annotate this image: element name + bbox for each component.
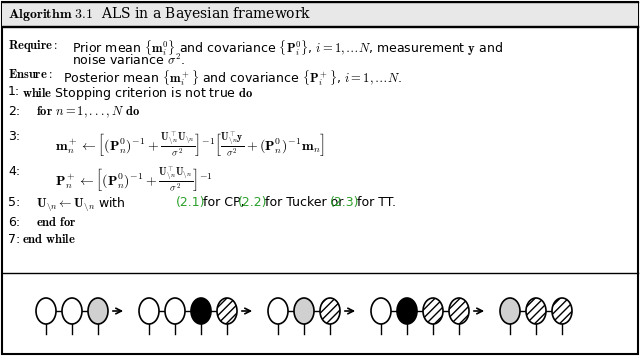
Ellipse shape bbox=[62, 298, 82, 324]
Ellipse shape bbox=[191, 298, 211, 324]
Ellipse shape bbox=[320, 298, 340, 324]
Text: Prior mean $\{\mathbf{m}_i^0\}$ and covariance $\{\mathbf{P}_i^0\}$, $i=1,\ldots: Prior mean $\{\mathbf{m}_i^0\}$ and cova… bbox=[72, 38, 503, 58]
Ellipse shape bbox=[165, 298, 185, 324]
Text: 5:: 5: bbox=[8, 196, 20, 209]
Bar bbox=[2, 2, 638, 26]
Ellipse shape bbox=[449, 298, 469, 324]
Text: 6:: 6: bbox=[8, 216, 20, 229]
Text: 2:: 2: bbox=[8, 105, 20, 118]
Text: 3:: 3: bbox=[8, 130, 20, 143]
Text: for CP,: for CP, bbox=[199, 196, 248, 209]
Text: 4:: 4: bbox=[8, 165, 20, 178]
Text: $\mathbf{Require:}$: $\mathbf{Require:}$ bbox=[8, 38, 58, 54]
Text: (2.3): (2.3) bbox=[330, 196, 360, 209]
Ellipse shape bbox=[294, 298, 314, 324]
Text: Posterior mean $\{\mathbf{m}_i^+\}$ and covariance $\{\mathbf{P}_i^+\}$, $i=1,\l: Posterior mean $\{\mathbf{m}_i^+\}$ and … bbox=[63, 68, 402, 88]
Text: $\mathbf{for}$ $n=1,...,N$ $\mathbf{do}$: $\mathbf{for}$ $n=1,...,N$ $\mathbf{do}$ bbox=[36, 105, 140, 120]
Ellipse shape bbox=[423, 298, 443, 324]
Text: $\mathbf{end\ for}$: $\mathbf{end\ for}$ bbox=[36, 216, 76, 229]
Text: for TT.: for TT. bbox=[353, 196, 396, 209]
Ellipse shape bbox=[500, 298, 520, 324]
Text: noise variance $\sigma^2$.: noise variance $\sigma^2$. bbox=[72, 53, 185, 68]
Ellipse shape bbox=[139, 298, 159, 324]
Text: $\mathbf{end\ while}$: $\mathbf{end\ while}$ bbox=[22, 233, 76, 246]
Text: $\mathbf{Algorithm\ 3.1}$  ALS in a Bayesian framework: $\mathbf{Algorithm\ 3.1}$ ALS in a Bayes… bbox=[8, 5, 312, 23]
Text: $\mathbf{m}_n^+ \leftarrow \left[(\mathbf{P}_n^0)^{-1} + \frac{\mathbf{U}_{\back: $\mathbf{m}_n^+ \leftarrow \left[(\mathb… bbox=[55, 130, 325, 159]
Text: $\mathbf{Ensure:}$: $\mathbf{Ensure:}$ bbox=[8, 68, 52, 81]
Ellipse shape bbox=[88, 298, 108, 324]
Text: $\mathbf{while}$ Stopping criterion is not true $\mathbf{do}$: $\mathbf{while}$ Stopping criterion is n… bbox=[22, 85, 253, 102]
Ellipse shape bbox=[371, 298, 391, 324]
Text: 7:: 7: bbox=[8, 233, 20, 246]
Text: 1:: 1: bbox=[8, 85, 20, 98]
Ellipse shape bbox=[36, 298, 56, 324]
Ellipse shape bbox=[552, 298, 572, 324]
Text: for Tucker or: for Tucker or bbox=[261, 196, 348, 209]
Text: $\mathbf{P}_n^+ \leftarrow \left[(\mathbf{P}_n^0)^{-1} + \frac{\mathbf{U}_{\back: $\mathbf{P}_n^+ \leftarrow \left[(\mathb… bbox=[55, 165, 213, 194]
Text: (2.1): (2.1) bbox=[176, 196, 205, 209]
Text: (2.2): (2.2) bbox=[238, 196, 268, 209]
Ellipse shape bbox=[217, 298, 237, 324]
Ellipse shape bbox=[268, 298, 288, 324]
Ellipse shape bbox=[397, 298, 417, 324]
Text: $\mathbf{U}_{\backslash n} \leftarrow \mathbf{U}_{\backslash n}$ with: $\mathbf{U}_{\backslash n} \leftarrow \m… bbox=[36, 196, 127, 214]
Ellipse shape bbox=[526, 298, 546, 324]
